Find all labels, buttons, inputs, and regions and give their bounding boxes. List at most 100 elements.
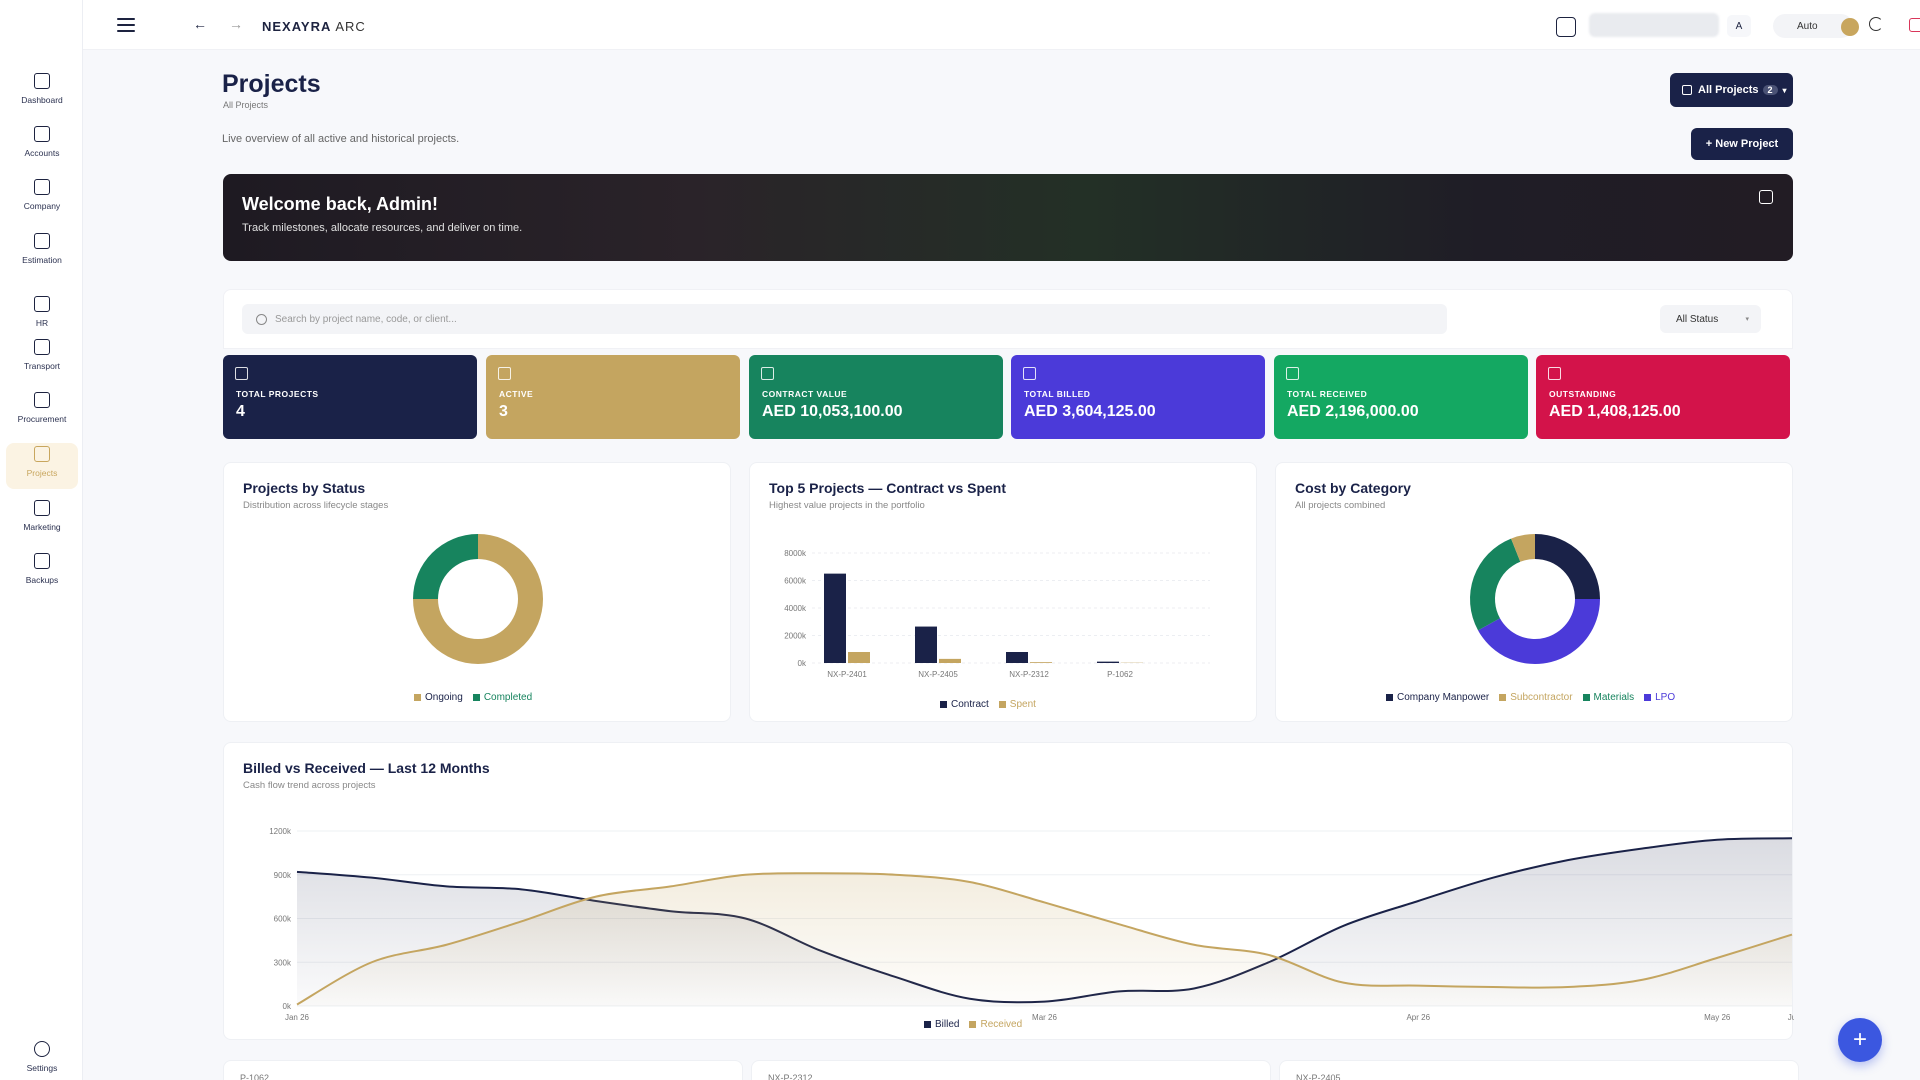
breadcrumb: All Projects: [223, 100, 269, 110]
x-tick-label: P-1062: [1107, 670, 1133, 679]
legend-item: Ongoing: [414, 692, 463, 703]
sidebar-item-label: HR: [35, 318, 49, 328]
sidebar-item-backups[interactable]: Backups: [6, 550, 78, 596]
legend-item: Contract: [940, 699, 989, 710]
sidebar-item-marketing[interactable]: Marketing: [6, 497, 78, 543]
sidebar-item-label: Procurement: [17, 414, 67, 424]
stat-value: AED 1,408,125.00: [1549, 403, 1681, 420]
square-icon: [34, 553, 50, 569]
donut-slice-subcontractor[interactable]: [1511, 534, 1535, 562]
menu-icon[interactable]: [117, 18, 135, 32]
cost-by-category-card: Cost by Category All projects combined C…: [1275, 462, 1793, 722]
new-project-button[interactable]: + New Project: [1691, 128, 1793, 160]
chart-title: Billed vs Received — Last 12 Months: [243, 760, 490, 776]
logout-icon[interactable]: [1909, 18, 1920, 32]
bar-contract-nx-p-2401[interactable]: [824, 573, 846, 663]
bar-spent-nx-p-2401[interactable]: [848, 652, 870, 663]
sidebar-item-projects[interactable]: Projects: [6, 443, 78, 489]
legend-item: Materials: [1582, 692, 1634, 703]
legend-swatch: [969, 1021, 977, 1028]
status-donut-chart: [413, 534, 543, 664]
stat-icon: [1023, 367, 1036, 380]
page-description: Live overview of all active and historic…: [222, 133, 460, 145]
theme-color-dot[interactable]: [1841, 18, 1859, 36]
sidebar-item-label: Settings: [26, 1063, 58, 1073]
sidebar-item-accounts[interactable]: Accounts: [6, 123, 78, 169]
bar-legend: Contract Spent: [940, 699, 1046, 710]
bar-contract-p-1062[interactable]: [1097, 661, 1119, 663]
legend-swatch: [940, 701, 947, 708]
theme-toggle[interactable]: Auto: [1773, 14, 1853, 38]
area-fill-received: [297, 873, 1792, 1006]
brand-logo: NEXAYRA ARC: [262, 19, 366, 34]
sidebar-item-company[interactable]: Company: [6, 176, 78, 222]
sidebar-item-dashboard[interactable]: Dashboard: [6, 70, 78, 116]
stat-value: AED 10,053,100.00: [762, 403, 903, 420]
sidebar-item-label: Company: [23, 201, 61, 211]
sidebar-item-hr[interactable]: HR: [6, 293, 78, 339]
x-tick-label: NX-P-2401: [827, 670, 867, 679]
project-card[interactable]: NX-P-2312: [751, 1060, 1271, 1080]
legend-label: Contract: [951, 699, 989, 710]
donut-slice-lpo[interactable]: [1478, 599, 1600, 664]
square-icon: [34, 392, 50, 408]
chart-subtitle: Highest value projects in the portfolio: [769, 500, 925, 511]
series-line-received[interactable]: [296, 872, 1793, 1006]
status-select-label: All Status: [1676, 313, 1719, 325]
y-tick-label: 4000k: [784, 604, 807, 613]
all-projects-button[interactable]: All Projects 2 ▾: [1670, 73, 1793, 107]
stat-icon: [1286, 367, 1299, 380]
legend-item: Company Manpower: [1386, 692, 1489, 703]
sidebar-item-procurement[interactable]: Procurement: [6, 389, 78, 435]
legend-label: Ongoing: [425, 692, 463, 703]
sidebar-item-transport[interactable]: Transport: [6, 336, 78, 382]
stat-card-outstanding: OUTSTANDING AED 1,408,125.00: [1536, 355, 1790, 439]
y-tick-label: 0k: [283, 1002, 292, 1011]
stat-icon: [761, 367, 774, 380]
refresh-icon[interactable]: [1869, 17, 1883, 31]
filter-bar: Search by project name, code, or client.…: [223, 289, 1793, 349]
legend-swatch: [924, 1021, 931, 1028]
bar-spent-nx-p-2312[interactable]: [1030, 662, 1052, 663]
stat-card-active: ACTIVE 3: [486, 355, 740, 439]
avatar[interactable]: A: [1727, 15, 1751, 37]
notification-icon[interactable]: [1556, 17, 1576, 37]
search-input[interactable]: Search by project name, code, or client.…: [242, 304, 1447, 334]
legend-item: Received: [969, 1019, 1022, 1030]
sidebar-item-settings[interactable]: Settings: [6, 1038, 78, 1080]
sidebar: Dashboard Accounts Company Estimation HR Tran…: [0, 0, 83, 1080]
back-arrow-icon[interactable]: ←: [193, 16, 207, 32]
status-select[interactable]: All Status ▾: [1660, 305, 1761, 333]
sidebar-item-estimation[interactable]: Estimation: [6, 230, 78, 276]
bar-spent-nx-p-2405[interactable]: [939, 658, 961, 663]
stat-label: OUTSTANDING: [1549, 389, 1617, 399]
theme-label: Auto: [1797, 20, 1818, 32]
all-projects-label: All Projects: [1698, 84, 1759, 96]
project-card[interactable]: P-1062: [223, 1060, 743, 1080]
donut-slice-company-manpower[interactable]: [1535, 534, 1600, 599]
banner-icon: [1759, 190, 1773, 204]
legend-label: LPO: [1655, 692, 1676, 703]
x-tick-label: Ju: [1788, 1013, 1794, 1022]
donut-slice-ongoing[interactable]: [413, 534, 543, 664]
project-code: NX-P-2312: [768, 1073, 813, 1080]
x-tick-label: Mar 26: [1032, 1013, 1057, 1022]
donut-slice-materials[interactable]: [1470, 538, 1521, 631]
search-placeholder: Search by project name, code, or client.…: [275, 313, 457, 325]
brand-sub: ARC: [335, 19, 366, 34]
bar-contract-nx-p-2312[interactable]: [1006, 652, 1028, 663]
stat-label: TOTAL RECEIVED: [1287, 389, 1368, 399]
chevron-down-icon: ▾: [1782, 85, 1787, 95]
stat-label: ACTIVE: [499, 389, 534, 399]
forward-arrow-icon[interactable]: →: [229, 16, 243, 32]
stat-card-total-projects: TOTAL PROJECTS 4: [223, 355, 477, 439]
project-card[interactable]: NX-P-2405: [1279, 1060, 1799, 1080]
contract-spent-bar-chart: 0k 2000k 4000k 6000k 8000k NX-P-2401 NX-P-2405…: [784, 549, 1210, 679]
legend-item: Spent: [998, 699, 1036, 710]
add-fab-button[interactable]: +: [1838, 1018, 1882, 1062]
category-legend: Company Manpower Subcontractor Materials LP…: [1386, 692, 1685, 703]
category-donut-chart: [1470, 534, 1600, 664]
legend-swatch: [1644, 694, 1652, 701]
bar-contract-nx-p-2405[interactable]: [915, 626, 937, 663]
donut-slice-completed[interactable]: [413, 534, 478, 599]
